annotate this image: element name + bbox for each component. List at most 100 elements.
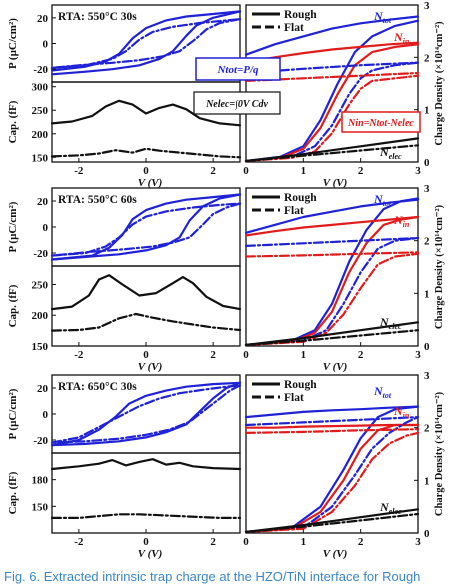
- row3-pe-title: RTA: 650°C 30s: [58, 381, 137, 393]
- row2-cd-series-9: [244, 329, 420, 346]
- row2-cd-ytick-label: 1: [424, 288, 430, 300]
- row3-cd-series-7: [244, 416, 420, 427]
- row1-cd-ytick-label: 2: [424, 52, 430, 64]
- row1-cv-panel: [50, 81, 242, 163]
- row3-legend: [252, 382, 280, 399]
- row1-legend: [252, 12, 280, 29]
- row1-cv-xtick-label: -2: [74, 165, 84, 177]
- row2-label-ntot: Ntot: [373, 192, 392, 208]
- row1-pe-title: RTA: 550°C 30s: [58, 11, 137, 23]
- row1-cd-xlabel: V (V): [323, 177, 348, 189]
- row3-cv-frame: [51, 452, 241, 534]
- row3-cd-panel: [244, 374, 420, 534]
- row2-cv-ytick-label: 150: [32, 341, 49, 353]
- row2-legend-flat-label: Flat: [284, 205, 304, 217]
- row1-cv-series-0: [50, 99, 242, 127]
- row2-cv-series-0: [50, 274, 242, 311]
- row3-cd-series-6: [244, 428, 420, 434]
- row2-cd-series-1: [244, 198, 420, 234]
- row2-cv-ylabel: Cap. (fF): [7, 284, 19, 327]
- row3-cv-ytick-label: 150: [32, 501, 49, 513]
- row2-cd-frame: [245, 187, 419, 347]
- row2-cv-xtick-label: 0: [143, 349, 149, 361]
- row1-cd-ytick-label: 0: [424, 157, 430, 169]
- row1-cd-ytick-label: 1: [424, 105, 430, 117]
- row1-cv-xtick-label: 2: [210, 165, 216, 177]
- row2-cd-series-4: [244, 236, 420, 346]
- row2-pe-series-1: [50, 193, 242, 261]
- row3-cd-ylabel: Charge Density (×10¹⁴cm⁻²): [434, 391, 445, 516]
- row1-cd-ylabel: Charge Density (×10¹⁴cm⁻²): [434, 21, 445, 146]
- row1-cd-series-0: [244, 19, 420, 163]
- row2-cd-xtick-label: 3: [415, 349, 421, 361]
- row1-pe-ytick-label: 0: [43, 39, 49, 51]
- row1-cv-series-1: [50, 147, 242, 159]
- row2-pe-series-3: [50, 202, 242, 257]
- row1-pe-ytick-label: -20: [33, 64, 48, 76]
- row3-cd-xlabel: V (V): [323, 548, 348, 560]
- row3-cd-series-1: [244, 405, 420, 419]
- row1-cv-xlabel: V (V): [138, 177, 163, 189]
- row3-cv-xlabel: V (V): [138, 548, 163, 560]
- row3-cv-panel: [50, 452, 242, 534]
- equation-boxes: [193, 57, 421, 133]
- row1-cd-series-1: [244, 15, 420, 56]
- row1-pe-ylabel: P (µC/cm²): [7, 18, 19, 69]
- row1-cd-series-9: [244, 144, 420, 163]
- row2-cv-ytick-label: 200: [32, 310, 49, 322]
- row2-cd-xtick-label: 0: [243, 349, 249, 361]
- ntot-eq-box: [195, 57, 281, 81]
- row2-legend-rough-label: Rough: [284, 192, 317, 204]
- row3-cd-xtick-label: 2: [358, 536, 364, 548]
- row3-cd-ytick-label: 3: [424, 370, 430, 382]
- row3-cd-series-9: [244, 512, 420, 534]
- row3-pe-series-3: [50, 384, 242, 444]
- row3-label-nelec: Nelec: [379, 500, 402, 516]
- row3-cd-xtick-label: 0: [243, 536, 249, 548]
- row3-cv-xtick-label: 2: [210, 536, 216, 548]
- nin-eq-text: Nin=Ntot-Nelec: [347, 118, 414, 129]
- row2-cd-panel: [244, 187, 420, 347]
- row1-pe-series-3: [50, 18, 242, 70]
- row3-pe-series-2: [50, 384, 242, 444]
- row3-cd-ytick-label: 2: [424, 423, 430, 435]
- row3-cv-series-1: [50, 513, 242, 520]
- row3-pe-ytick-label: 20: [37, 383, 49, 395]
- row2-cd-ylabel: Charge Density (×10¹⁴cm⁻²): [434, 204, 445, 329]
- row1-cd-xtick-label: 1: [301, 165, 307, 177]
- row2-cd-ytick-label: 2: [424, 236, 430, 248]
- row1-cv-ylabel: Cap. (fF): [7, 100, 19, 143]
- row1-pe-series-2: [50, 18, 242, 70]
- row1-label-ntot: Ntot: [373, 9, 392, 25]
- row1-cd-series-4: [244, 61, 420, 163]
- row1-legend-flat-label: Flat: [284, 22, 304, 34]
- row1-cd-xtick-label: 2: [358, 165, 364, 177]
- row3-cd-ytick-label: 0: [424, 528, 430, 540]
- ntot-eq-text: Ntot=P/q: [216, 64, 259, 76]
- row1-cv-ytick-label: 300: [32, 82, 49, 94]
- row3-cd-series-3: [244, 423, 420, 429]
- row3-legend-flat-label: Flat: [284, 392, 304, 404]
- row2-pe-ytick-label: 0: [43, 222, 49, 234]
- row1-cd-xtick-label: 3: [415, 165, 421, 177]
- row1-cv-xtick-label: 0: [143, 165, 149, 177]
- row2-pe-ylabel: P (µC/cm²): [7, 201, 19, 252]
- row3-label-nin: Nin: [393, 404, 410, 420]
- row2-cd-xtick-label: 1: [301, 349, 307, 361]
- row3-pe-series-1: [50, 381, 242, 447]
- row1-cv-ytick-label: 150: [32, 152, 49, 164]
- row2-cv-xtick-label: -2: [74, 349, 84, 361]
- row3-label-ntot: Ntot: [373, 384, 392, 400]
- row2-pe-ytick-label: 20: [37, 196, 49, 208]
- row1-cd-panel: [244, 4, 420, 163]
- row2-cd-series-6: [244, 251, 420, 258]
- row2-cv-xtick-label: 2: [210, 349, 216, 361]
- row3-cd-xtick-label: 1: [301, 536, 307, 548]
- row3-pe-ytick-label: -20: [33, 435, 48, 447]
- row1-label-nin: Nin: [393, 30, 410, 46]
- row1-cd-xtick-label: 0: [243, 165, 249, 177]
- row2-cd-ytick-label: 0: [424, 341, 430, 353]
- row1-cd-series-2: [244, 43, 420, 163]
- nin-eq-box: [341, 111, 421, 133]
- row2-pe-title: RTA: 550°C 60s: [58, 194, 137, 206]
